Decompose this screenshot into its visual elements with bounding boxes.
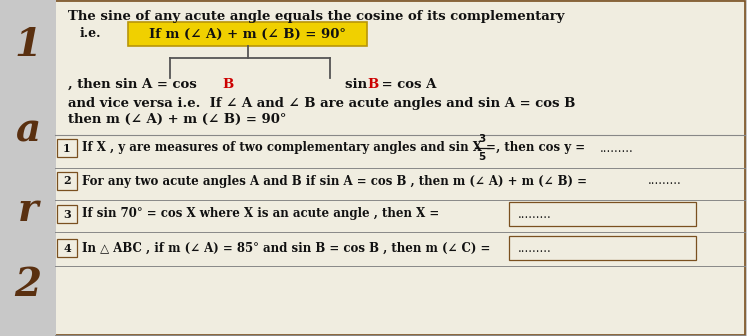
Text: 4: 4 <box>63 243 71 253</box>
Text: .........: ......... <box>600 141 633 155</box>
Text: 2: 2 <box>63 175 71 186</box>
Text: In △ ABC , if m (∠ A) = 85° and sin B = cos B , then m (∠ C) =: In △ ABC , if m (∠ A) = 85° and sin B = … <box>82 242 495 254</box>
Text: If X , y are measures of two complementary angles and sin X =: If X , y are measures of two complementa… <box>82 141 500 155</box>
FancyBboxPatch shape <box>0 0 56 336</box>
Text: , then cos y =: , then cos y = <box>492 141 589 155</box>
Text: B: B <box>367 78 378 91</box>
Text: r: r <box>18 191 38 229</box>
Text: The sine of any acute angle equals the cosine of its complementary: The sine of any acute angle equals the c… <box>68 10 565 23</box>
FancyBboxPatch shape <box>57 139 77 157</box>
FancyBboxPatch shape <box>55 1 745 335</box>
FancyBboxPatch shape <box>57 205 77 223</box>
FancyBboxPatch shape <box>57 239 77 257</box>
Text: .........: ......... <box>518 242 552 254</box>
Text: If sin 70° = cos X where X is an acute angle , then X =: If sin 70° = cos X where X is an acute a… <box>82 208 444 220</box>
Text: sin: sin <box>345 78 372 91</box>
Text: For any two acute angles A and B if sin A = cos B , then m (∠ A) + m (∠ B) =: For any two acute angles A and B if sin … <box>82 174 591 187</box>
FancyBboxPatch shape <box>509 236 696 260</box>
Text: 3: 3 <box>478 134 486 144</box>
Text: and vice versa i.e.  If ∠ A and ∠ B are acute angles and sin A = cos B: and vice versa i.e. If ∠ A and ∠ B are a… <box>68 97 575 110</box>
Text: .........: ......... <box>648 174 682 187</box>
FancyBboxPatch shape <box>128 22 367 46</box>
Text: a: a <box>16 111 40 149</box>
Text: B: B <box>222 78 233 91</box>
FancyBboxPatch shape <box>509 202 696 226</box>
Text: 2: 2 <box>14 266 42 304</box>
Text: 1: 1 <box>63 142 71 154</box>
Text: If m (∠ A) + m (∠ B) = 90°: If m (∠ A) + m (∠ B) = 90° <box>149 28 346 41</box>
Text: 1: 1 <box>14 26 42 64</box>
Text: = cos A: = cos A <box>377 78 436 91</box>
FancyBboxPatch shape <box>57 172 77 190</box>
Text: 5: 5 <box>478 152 486 162</box>
Text: , then sin A = cos: , then sin A = cos <box>68 78 202 91</box>
Text: i.e.: i.e. <box>80 27 102 40</box>
Text: .........: ......... <box>518 208 552 220</box>
Text: then m (∠ A) + m (∠ B) = 90°: then m (∠ A) + m (∠ B) = 90° <box>68 113 286 126</box>
Text: 3: 3 <box>63 209 71 219</box>
